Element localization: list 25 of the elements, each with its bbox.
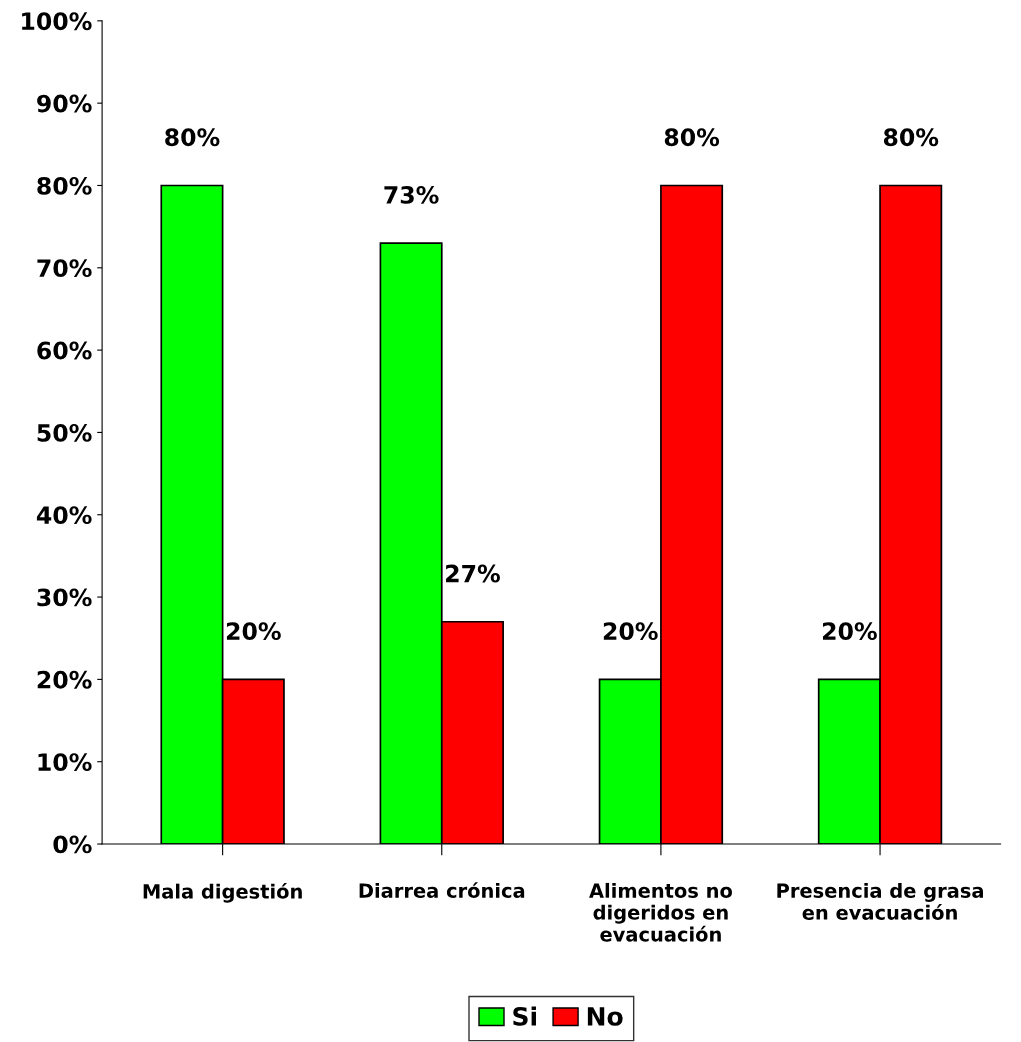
data-label: 20% xyxy=(603,622,658,641)
y-tick-label: 90% xyxy=(37,94,92,113)
legend-label: No xyxy=(587,1007,623,1026)
x-tick-label: Alimentos no digeridos en evacuación xyxy=(589,882,733,942)
y-tick-label: 20% xyxy=(37,670,92,689)
data-label: 20% xyxy=(822,622,877,641)
y-tick-label: 60% xyxy=(37,341,92,360)
data-label: 20% xyxy=(226,622,281,641)
y-tick-label: 40% xyxy=(36,506,92,525)
data-label: 73% xyxy=(384,185,439,204)
y-tick-label: 50% xyxy=(37,423,92,442)
y-tick-label: 30% xyxy=(37,588,92,607)
data-label: 80% xyxy=(165,128,220,147)
x-tick-label: Mala digestión xyxy=(143,882,302,903)
y-tick-label: 80% xyxy=(37,176,92,195)
y-tick-label: 70% xyxy=(37,259,92,278)
y-tick-label: 0% xyxy=(53,835,92,854)
legend-label: Si xyxy=(513,1006,536,1026)
data-label: 27% xyxy=(446,564,500,583)
y-tick-label: 100% xyxy=(22,12,92,31)
data-label: 80% xyxy=(883,128,939,147)
y-tick-label: 10% xyxy=(38,753,92,772)
data-label: 80% xyxy=(664,128,720,147)
x-tick-label: Presencia de grasa en evacuación xyxy=(777,882,983,920)
x-tick-label: Diarrea crónica xyxy=(359,882,525,898)
